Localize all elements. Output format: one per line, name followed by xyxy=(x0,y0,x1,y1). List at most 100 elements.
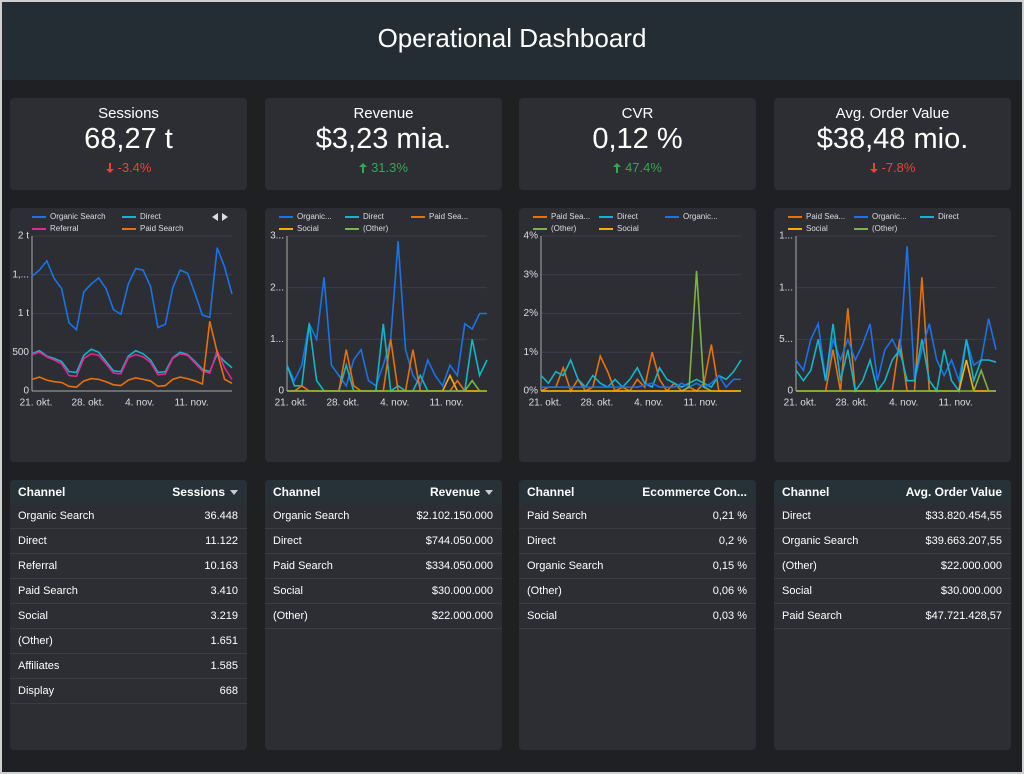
x-tick-label: 28. okt. xyxy=(835,398,868,409)
table-cell: $30.000.000 xyxy=(431,585,493,597)
y-tick-label: 5... xyxy=(779,334,793,345)
kpi-label: Avg. Order Value xyxy=(835,105,950,122)
legend-label: Organic... xyxy=(297,212,332,221)
y-tick-label: 2% xyxy=(524,308,539,319)
table-cell: 0,03 % xyxy=(712,610,747,622)
series-line xyxy=(540,344,741,393)
table-cell: Paid Search xyxy=(18,585,78,597)
table-row: Paid Search $47.721.428,57 xyxy=(774,604,1011,629)
table-row: (Other) 0,06 % xyxy=(519,579,756,604)
sort-icon xyxy=(485,490,493,495)
kpi-card: Sessions 68,27 t -3.4% xyxy=(10,98,247,190)
kpi-delta: 31.3% xyxy=(265,160,502,175)
legend-prev[interactable] xyxy=(212,213,218,221)
trend-arrow xyxy=(359,163,368,173)
table-row: Paid Search 0,21 % xyxy=(519,504,756,529)
kpi-delta: -7.8% xyxy=(774,160,1011,175)
table-row: Direct $744.050.000 xyxy=(265,529,502,554)
legend-label: Paid Sea... xyxy=(429,212,468,221)
legend-label: (Other) xyxy=(872,224,898,233)
table-cell: Direct xyxy=(782,510,811,522)
kpi-delta-text: 31.3% xyxy=(371,160,408,175)
y-tick-label: 1... xyxy=(779,231,793,242)
table-cell: Organic Search xyxy=(273,510,350,522)
column-header: Channel xyxy=(527,485,575,499)
legend-label: Social xyxy=(297,224,319,233)
chart: 0 5... 1... 1... 21. okt. 28. okt. 4. nov. 11. … xyxy=(779,212,997,409)
y-tick-label: 1 t xyxy=(18,308,29,319)
y-tick-label: 4% xyxy=(524,231,539,242)
x-tick-label: 4. nov. xyxy=(125,398,154,409)
x-tick-label: 28. okt. xyxy=(580,398,613,409)
y-tick-label: 500 xyxy=(12,347,29,358)
table-row: (Other) $22.000.000 xyxy=(774,554,1011,579)
kpi-card: Revenue $3,23 mia. 31.3% xyxy=(265,98,502,190)
x-tick-label: 4. nov. xyxy=(380,398,409,409)
arrow-shape xyxy=(869,163,878,173)
legend-label: Organic Search xyxy=(50,212,106,221)
table-cell: Direct xyxy=(273,535,302,547)
table-card: Channel Ecommerce Con... Paid Search 0,21 %… xyxy=(519,480,756,750)
chart: 0 1... 2... 3... 21. okt. 28. okt. 4. nov. 11. … xyxy=(270,212,488,409)
table-cell: Organic Search xyxy=(527,560,604,572)
legend-label: Direct xyxy=(140,212,162,221)
column-header: Revenue xyxy=(429,485,480,499)
x-tick-label: 21. okt. xyxy=(529,398,562,409)
table-row: Paid Search $334.050.000 xyxy=(265,554,502,579)
chart-card: 0 500 1 t 1,... 2 t 21. okt. 28. okt. 4. nov. 11… xyxy=(10,208,247,462)
x-tick-label: 11. nov. xyxy=(430,398,464,409)
kpi-label: CVR xyxy=(621,105,654,122)
sort-arrow xyxy=(230,490,238,495)
kpi-value: $3,23 mia. xyxy=(315,123,452,155)
kpi-card: Avg. Order Value $38,48 mio. -7.8% xyxy=(774,98,1011,190)
table-cell: $744.050.000 xyxy=(425,535,493,547)
x-tick-label: 11. nov. xyxy=(175,398,209,409)
trend-arrow xyxy=(105,163,114,173)
table-row: (Other) 1.651 xyxy=(10,629,247,654)
y-tick-label: 1,... xyxy=(12,269,29,280)
table-cell: Direct xyxy=(18,535,47,547)
y-tick-label: 3... xyxy=(270,231,284,242)
x-tick-label: 4. nov. xyxy=(634,398,663,409)
y-tick-label: 2 t xyxy=(18,231,29,242)
kpi-label: Sessions xyxy=(98,105,159,122)
legend-label: Direct xyxy=(363,212,385,221)
trend-arrow xyxy=(613,163,622,173)
legend-next[interactable] xyxy=(222,213,228,221)
x-tick-label: 21. okt. xyxy=(784,398,817,409)
table-cell: Organic Search xyxy=(782,535,859,547)
table-cell: 10.163 xyxy=(204,560,238,572)
y-tick-label: 1... xyxy=(779,282,793,293)
table-row: Social $30.000.000 xyxy=(265,579,502,604)
table-cell: 0,06 % xyxy=(712,585,747,597)
legend-label: Social xyxy=(617,224,639,233)
x-tick-label: 11. nov. xyxy=(939,398,973,409)
table-cell: (Other) xyxy=(18,635,53,647)
table-cell: $39.663.207,55 xyxy=(925,535,1002,547)
y-tick-label: 0 xyxy=(787,386,793,397)
trend-arrow xyxy=(869,163,878,173)
series-line xyxy=(31,321,233,388)
arrow-shape xyxy=(105,163,114,173)
table-cell: $22.000.000 xyxy=(431,610,493,622)
table-cell: 0,2 % xyxy=(718,535,747,547)
sort-icon xyxy=(230,490,238,495)
series-line xyxy=(287,339,487,392)
table-cell: (Other) xyxy=(273,610,308,622)
kpi-delta: -3.4% xyxy=(10,160,247,175)
table-cell: 11.122 xyxy=(205,535,238,547)
table-cell: Paid Search xyxy=(782,610,842,622)
series-line xyxy=(796,367,996,392)
table-cell: $30.000.000 xyxy=(940,585,1002,597)
table-row: Referral 10.163 xyxy=(10,554,247,579)
kpi-delta-text: -7.8% xyxy=(881,160,916,175)
table-cell: 3.219 xyxy=(210,610,238,622)
series-line xyxy=(795,323,997,394)
y-tick-label: 0% xyxy=(524,386,539,397)
table-cell: 0,15 % xyxy=(712,560,747,572)
table-cell: Referral xyxy=(18,560,58,572)
table-cell: Social xyxy=(782,585,812,597)
table-cell: (Other) xyxy=(527,585,562,597)
table-cell: 668 xyxy=(219,685,238,697)
x-tick-label: 21. okt. xyxy=(275,398,308,409)
